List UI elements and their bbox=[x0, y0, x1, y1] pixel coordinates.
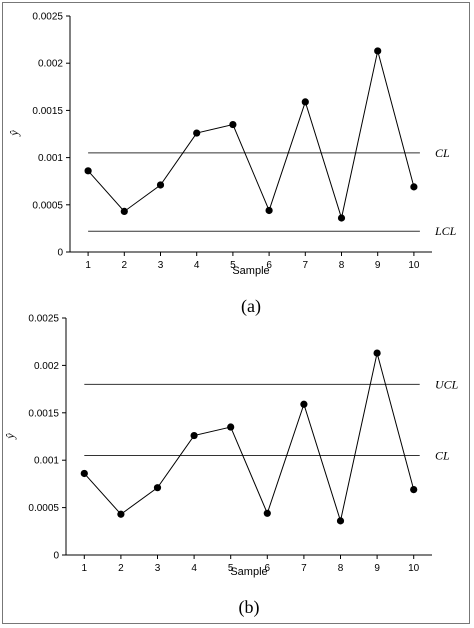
x-axis-label: Sample bbox=[230, 566, 267, 578]
data-point bbox=[337, 214, 346, 222]
chart-panel-2: 0 0.0005 0.001 0.0015 0.002 0.0025 1 2 3 4 5 6 7 8 9 10… bbox=[3, 314, 459, 619]
data-point bbox=[193, 129, 201, 137]
panel-label: (b) bbox=[239, 597, 260, 618]
data-point bbox=[229, 120, 237, 129]
data-point bbox=[265, 206, 273, 215]
x-tick-label: 5 bbox=[228, 563, 234, 574]
x-tick-label: 5 bbox=[230, 260, 236, 271]
data-point bbox=[190, 431, 198, 440]
series-line bbox=[83, 352, 415, 523]
data-point bbox=[336, 517, 345, 525]
x-tick-label: 4 bbox=[191, 563, 197, 574]
data-point bbox=[84, 167, 92, 175]
x-tick-label: 3 bbox=[155, 563, 161, 574]
y-tick-label: 0.002 bbox=[38, 59, 63, 70]
x-tick-label: 2 bbox=[122, 260, 128, 271]
x-tick-label: 8 bbox=[338, 563, 344, 574]
data-point bbox=[410, 183, 418, 191]
x-tick-label: 2 bbox=[118, 563, 124, 574]
figure-frame bbox=[2, 2, 470, 624]
data-point bbox=[374, 47, 382, 55]
panel-label: (a) bbox=[241, 296, 261, 317]
y-tick-label: 0.0005 bbox=[28, 503, 59, 514]
x-tick-label: 10 bbox=[408, 260, 420, 271]
x-tick-label: 7 bbox=[301, 563, 307, 574]
y-tick-label: 0.0025 bbox=[32, 12, 63, 23]
x-tick-label: 7 bbox=[303, 260, 309, 271]
y-tick-label: 0.0015 bbox=[28, 408, 59, 419]
reference-label-cl: CL bbox=[435, 146, 450, 160]
x-tick-label: 3 bbox=[158, 260, 164, 271]
y-tick-label: 0 bbox=[57, 248, 63, 259]
data-point bbox=[80, 469, 88, 478]
y-tick-label: 0.001 bbox=[38, 153, 63, 164]
y-tick-label: 0 bbox=[53, 551, 59, 562]
reference-label-cl: CL bbox=[435, 448, 450, 462]
x-tick-label: 10 bbox=[408, 563, 420, 574]
data-point bbox=[156, 181, 165, 189]
x-tick-label: 1 bbox=[85, 260, 91, 271]
x-tick-label: 9 bbox=[374, 563, 380, 574]
data-point bbox=[153, 484, 162, 492]
data-point bbox=[373, 349, 381, 357]
data-point bbox=[301, 98, 309, 106]
x-tick-label: 1 bbox=[82, 563, 88, 574]
x-tick-label: 6 bbox=[265, 563, 271, 574]
data-point bbox=[410, 485, 418, 494]
x-tick-label: 6 bbox=[266, 260, 272, 271]
data-point bbox=[117, 510, 125, 518]
y-axis-label: ŷ bbox=[3, 433, 17, 440]
y-tick-label: 0.0025 bbox=[28, 314, 59, 325]
y-tick-label: 0.001 bbox=[34, 456, 59, 467]
data-point bbox=[120, 207, 128, 216]
x-tick-label: 9 bbox=[375, 260, 381, 271]
data-point bbox=[227, 423, 235, 431]
x-tick-label: 8 bbox=[339, 260, 345, 271]
reference-label-lcl: LCL bbox=[434, 224, 457, 238]
data-point bbox=[263, 509, 271, 517]
series-line bbox=[87, 50, 415, 220]
data-point bbox=[300, 400, 308, 408]
y-axis-label: ŷ bbox=[7, 130, 21, 137]
y-tick-label: 0.002 bbox=[34, 361, 59, 372]
reference-label-ucl: UCL bbox=[435, 377, 459, 391]
x-tick-label: 4 bbox=[194, 260, 200, 271]
y-tick-label: 0.0015 bbox=[32, 106, 63, 117]
x-axis-label: Sample bbox=[232, 265, 269, 277]
chart-panel-1: 0 0.0005 0.001 0.0015 0.002 0.0025 1 2 3 4 5 6 7 8 9 10… bbox=[7, 12, 457, 318]
y-tick-label: 0.0005 bbox=[32, 200, 63, 211]
